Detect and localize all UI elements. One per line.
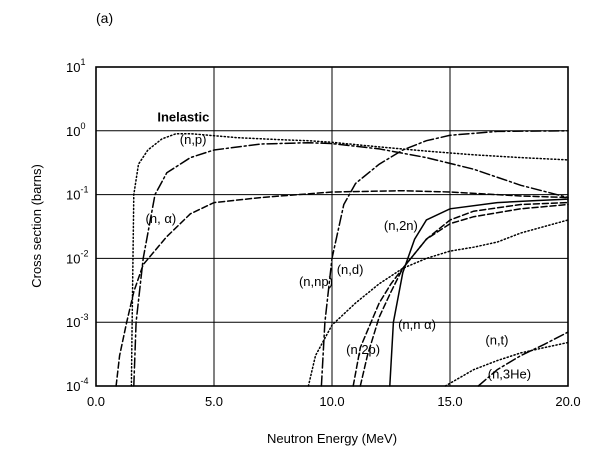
y-tick-label: 10-3 [66,312,88,330]
x-tick-label: 5.0 [205,394,223,409]
panel-label: (a) [96,10,113,26]
y-tick-label: 10-1 [66,185,88,203]
annotation-n-np: (n,np) [299,274,333,289]
series-line-n-t [477,331,569,387]
annotation-n: (n, α) [146,211,177,226]
x-tick-label: 10.0 [319,394,344,409]
series-line-n-3he [444,341,569,387]
x-tick-label: 20.0 [555,394,580,409]
y-tick-label: 100 [66,121,85,139]
annotation-n-3he: (n,3He) [488,367,531,382]
annotation-n-t: (n,t) [485,332,508,347]
annotation-n-p: (n,p) [180,132,207,147]
series-line-n [115,189,569,387]
x-axis-label: Neutron Energy (MeV) [267,431,397,446]
plot-frame [95,66,569,387]
y-tick-label: 10-2 [66,248,88,266]
annotation-inelastic: Inelastic [157,109,209,124]
annotation-n-n: (n,n α) [398,317,436,332]
y-tick-label: 10-4 [66,376,88,394]
y-tick-label: 101 [66,57,85,75]
series-line-n-n [352,203,569,387]
annotation-n-d: (n,d) [337,262,364,277]
series-line-n-np [389,198,569,387]
series-line-inelastic [130,132,569,387]
series-line-n-2n [320,130,569,387]
series-line-n-p [133,141,569,387]
x-tick-label: 15.0 [437,394,462,409]
series-line-n-d [307,219,569,387]
annotation-n-2n: (n,2n) [384,218,418,233]
annotation-n-2p: (n,2p) [346,342,380,357]
y-axis-label: Cross section (barns) [29,164,44,288]
x-tick-label: 0.0 [87,394,105,409]
